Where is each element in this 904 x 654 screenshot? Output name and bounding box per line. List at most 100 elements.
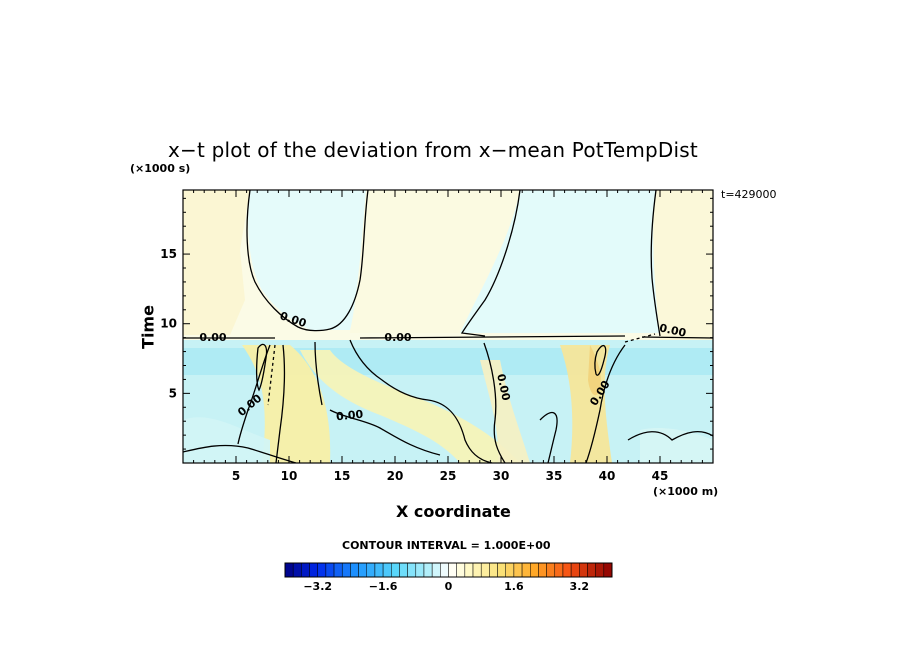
y-tick-label: 10	[160, 317, 177, 331]
x-tick-label: 25	[440, 469, 457, 483]
colorbar-tick-label: 3.2	[570, 580, 590, 593]
contour-line	[539, 411, 558, 463]
colorbar-box	[382, 562, 392, 578]
colorbar-box	[301, 562, 310, 578]
contour-line	[627, 430, 713, 441]
contour-line	[183, 335, 713, 339]
colorbar-box	[407, 562, 417, 578]
contour-line	[314, 341, 323, 406]
colorbar-box	[489, 562, 498, 578]
colorbar-box	[350, 562, 359, 578]
contour-interval-label: CONTOUR INTERVAL = 1.000E+00	[342, 539, 551, 552]
colorbar-box	[440, 562, 449, 578]
colorbar-box	[358, 562, 368, 578]
contour-line	[483, 342, 506, 463]
colorbar-box	[505, 562, 515, 578]
colorbar-box	[456, 562, 466, 578]
colorbar-box	[415, 562, 425, 578]
colorbar-box	[448, 562, 457, 578]
colorbar-box	[603, 562, 613, 578]
x-axis-label: X coordinate	[396, 502, 511, 521]
x-tick-label: 5	[232, 469, 240, 483]
contour-line	[246, 190, 369, 332]
field-patch	[183, 417, 270, 463]
colorbar-box	[431, 562, 441, 578]
chart-title: x−t plot of the deviation from x−mean Po…	[168, 138, 698, 162]
contour-label: 0.00	[335, 408, 364, 424]
colorbar-box	[538, 562, 547, 578]
y-axis: 5 10 15	[160, 197, 713, 450]
dashed-contour	[267, 344, 276, 406]
colorbar-box	[579, 562, 588, 578]
colorbar-box	[570, 562, 580, 578]
contour-line	[329, 409, 441, 456]
colorbar: −3.2 −1.6 0 1.6 3.2	[284, 562, 613, 593]
field-patch	[248, 190, 366, 330]
y-unit-label: (×1000 s)	[130, 162, 191, 175]
contour-loop	[594, 344, 607, 376]
colorbar-box	[333, 562, 343, 578]
colorbar-box	[464, 562, 474, 578]
y-tick-label: 15	[160, 247, 177, 261]
zero-contours	[183, 190, 713, 463]
colorbar-frame	[284, 562, 613, 578]
colorbar-box	[284, 562, 294, 578]
colorbar-box	[554, 562, 564, 578]
colorbar-tick-label: −3.2	[303, 580, 332, 593]
colorbar-box	[480, 562, 490, 578]
x-axis: 5 10 15 20 25 30 35 40 45	[193, 190, 703, 483]
x-tick-label: 45	[652, 469, 669, 483]
x-tick-label: 40	[599, 469, 616, 483]
colorbar-box	[317, 562, 327, 578]
contour-label: 0.00	[199, 331, 226, 344]
field-patch	[480, 360, 530, 463]
field-patch	[242, 345, 331, 463]
plot-area	[183, 190, 713, 463]
contour-line	[349, 339, 493, 463]
colorbar-box	[472, 562, 482, 578]
field-patch	[640, 428, 713, 463]
y-axis-label: Time	[138, 305, 158, 349]
x-tick-label: 15	[334, 469, 351, 483]
time-stamp-label: t=429000	[721, 188, 777, 201]
colorbar-box	[391, 562, 400, 578]
colorbar-box	[325, 562, 335, 578]
x-unit-label: (×1000 m)	[653, 485, 719, 498]
x-tick-label: 10	[281, 469, 298, 483]
field-patch	[183, 190, 250, 335]
contour-line	[237, 344, 271, 445]
contour-line	[275, 344, 286, 463]
colorbar-box	[399, 562, 408, 578]
contour-line	[460, 190, 521, 337]
colorbar-box	[530, 562, 539, 578]
contour-loop	[255, 343, 268, 392]
colorbar-box	[341, 562, 351, 578]
colorbar-box	[292, 562, 302, 578]
colorbar-box	[374, 562, 384, 578]
contour-line	[183, 444, 297, 463]
colorbar-tick-label: 0	[445, 580, 453, 593]
y-tick-label: 5	[169, 386, 177, 400]
colorbar-box	[587, 562, 596, 578]
colorbar-box	[562, 562, 572, 578]
field-patch	[653, 190, 713, 340]
contour-label: 0.00	[494, 373, 512, 403]
colorbar-box	[595, 562, 605, 578]
x-tick-label: 20	[387, 469, 404, 483]
colorbar-tick-label: 1.6	[504, 580, 524, 593]
colorbar-box	[513, 562, 523, 578]
field-patch	[350, 190, 520, 333]
contour-label: 0.00	[384, 331, 411, 344]
dashed-contour	[624, 333, 656, 343]
colorbar-tick-label: −1.6	[369, 580, 398, 593]
contour-line	[650, 190, 661, 337]
colorbar-box	[309, 562, 318, 578]
field-patch	[588, 345, 601, 396]
colorbar-box	[497, 562, 506, 578]
field-patch	[300, 350, 520, 463]
contour-label: 0.00	[658, 321, 688, 339]
colorbar-box	[546, 562, 556, 578]
colorbar-box	[423, 562, 433, 578]
colorbar-box	[521, 562, 531, 578]
